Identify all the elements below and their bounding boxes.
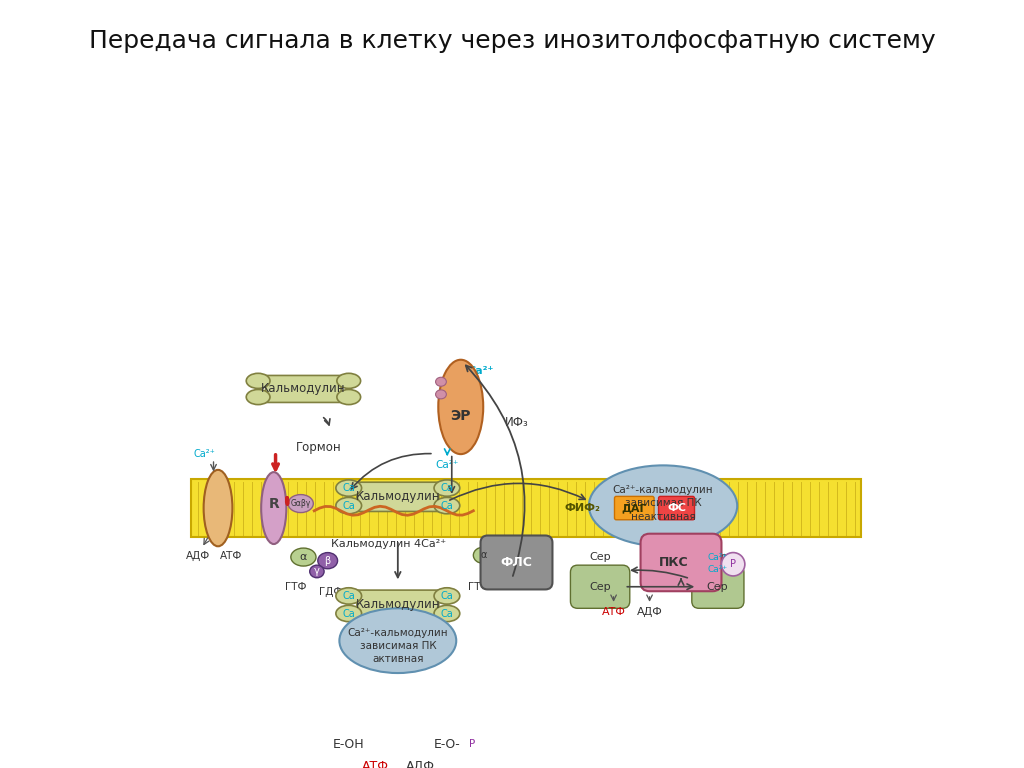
Circle shape — [461, 733, 484, 756]
Bar — [191, 479, 861, 538]
Text: P: P — [730, 559, 736, 569]
Ellipse shape — [246, 373, 270, 389]
Ellipse shape — [434, 498, 460, 514]
Text: активная: активная — [372, 654, 424, 664]
Ellipse shape — [435, 377, 446, 386]
Text: Кальмодулин 4Ca²⁺: Кальмодулин 4Ca²⁺ — [332, 539, 446, 549]
FancyBboxPatch shape — [692, 565, 744, 608]
Text: Ca²⁺: Ca²⁺ — [435, 460, 459, 470]
Text: АДФ: АДФ — [186, 551, 210, 561]
Text: α: α — [300, 552, 307, 562]
FancyBboxPatch shape — [614, 496, 654, 520]
FancyBboxPatch shape — [641, 534, 722, 591]
Text: ДАГ: ДАГ — [622, 503, 647, 513]
Text: ГТФ: ГТФ — [468, 582, 489, 592]
Text: Кальмодулин: Кальмодулин — [261, 382, 346, 396]
Ellipse shape — [336, 605, 361, 621]
Ellipse shape — [434, 605, 460, 621]
FancyBboxPatch shape — [480, 535, 553, 589]
Text: Сер: Сер — [707, 551, 728, 561]
Ellipse shape — [337, 389, 360, 405]
Text: ГТФ: ГТФ — [286, 582, 307, 592]
Text: Гормон: Гормон — [296, 441, 342, 454]
Ellipse shape — [309, 565, 325, 578]
Text: Ca: Ca — [441, 591, 454, 601]
Ellipse shape — [337, 373, 360, 389]
Text: зависимая ПК: зависимая ПК — [625, 498, 701, 508]
FancyBboxPatch shape — [265, 376, 341, 402]
Text: зависимая ПК: зависимая ПК — [359, 641, 436, 651]
Ellipse shape — [336, 588, 361, 604]
Ellipse shape — [204, 470, 232, 546]
Ellipse shape — [434, 588, 460, 604]
Text: ФС: ФС — [667, 503, 686, 513]
Ellipse shape — [589, 465, 737, 546]
Text: Ca: Ca — [441, 483, 454, 493]
Text: АТФ: АТФ — [361, 760, 389, 768]
Text: АДФ: АДФ — [406, 760, 435, 768]
Text: АТФ: АТФ — [220, 551, 243, 561]
Text: ПКС: ПКС — [659, 556, 688, 569]
Text: β: β — [325, 556, 331, 566]
Text: ГДФ: ГДФ — [318, 587, 342, 597]
Text: Ca: Ca — [342, 591, 354, 601]
Ellipse shape — [261, 472, 287, 544]
Text: Gαβγ: Gαβγ — [291, 499, 311, 508]
Text: Ca: Ca — [342, 609, 354, 619]
Text: Сер: Сер — [589, 581, 611, 591]
Ellipse shape — [339, 608, 457, 673]
Text: R: R — [268, 497, 280, 511]
Ellipse shape — [291, 548, 316, 566]
Text: α: α — [480, 551, 486, 561]
Text: Ca²⁺-кальмодулин: Ca²⁺-кальмодулин — [612, 485, 714, 495]
Text: P: P — [469, 739, 475, 749]
Circle shape — [722, 553, 744, 576]
Ellipse shape — [317, 553, 338, 569]
Text: Ca²⁺: Ca²⁺ — [708, 565, 728, 574]
Text: АДФ: АДФ — [637, 607, 663, 617]
Ellipse shape — [434, 480, 460, 496]
Ellipse shape — [435, 390, 446, 399]
Text: ЭР: ЭР — [451, 409, 471, 423]
Text: Кальмодулин: Кальмодулин — [355, 598, 440, 611]
Ellipse shape — [246, 389, 270, 405]
Text: Ca²⁺-кальмодулин: Ca²⁺-кальмодулин — [347, 628, 449, 638]
FancyBboxPatch shape — [357, 590, 438, 619]
Text: ФЛС: ФЛС — [501, 556, 532, 569]
Text: Ca²⁺: Ca²⁺ — [467, 366, 494, 376]
Text: Ca²⁺: Ca²⁺ — [708, 554, 728, 562]
FancyBboxPatch shape — [357, 482, 438, 511]
Text: Ca: Ca — [342, 501, 354, 511]
Text: Ca²⁺: Ca²⁺ — [194, 449, 215, 458]
Ellipse shape — [288, 495, 313, 512]
Ellipse shape — [336, 498, 361, 514]
FancyBboxPatch shape — [658, 496, 694, 520]
Text: Ca: Ca — [342, 483, 354, 493]
Ellipse shape — [473, 547, 494, 564]
Text: Кальмодулин: Кальмодулин — [355, 490, 440, 503]
Text: Сер: Сер — [589, 551, 611, 561]
Text: γ: γ — [314, 567, 319, 577]
Text: Е-О-: Е-О- — [434, 737, 461, 750]
Text: неактивная: неактивная — [631, 511, 695, 521]
Text: Сер: Сер — [707, 581, 728, 591]
Ellipse shape — [336, 480, 361, 496]
Text: АТФ: АТФ — [602, 607, 626, 617]
Ellipse shape — [438, 359, 483, 454]
Text: Ca: Ca — [441, 501, 454, 511]
Text: ФИФ₂: ФИФ₂ — [564, 503, 600, 513]
Text: Е-ОН: Е-ОН — [333, 737, 365, 750]
FancyBboxPatch shape — [570, 565, 630, 608]
Text: ИФ₃: ИФ₃ — [505, 415, 528, 429]
Text: Передача сигнала в клетку через инозитолфосфатную систему: Передача сигнала в клетку через инозитол… — [89, 29, 935, 53]
Text: Ca: Ca — [441, 609, 454, 619]
